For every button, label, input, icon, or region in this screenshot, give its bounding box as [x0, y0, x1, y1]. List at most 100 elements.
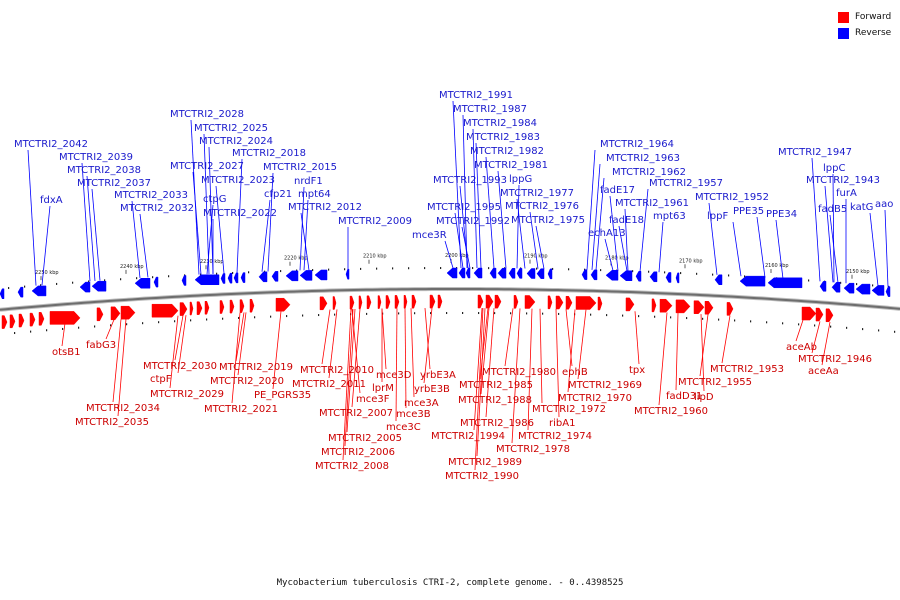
leader-line	[535, 225, 545, 269]
gene-label: MTCTRI2_2027	[170, 161, 244, 172]
leader-line	[342, 309, 352, 461]
gene-label: MTCTRI2_2020	[210, 376, 284, 387]
leader-line	[577, 309, 587, 380]
gene-label: MTCTRI2_1955	[678, 377, 752, 388]
minor-tick	[200, 273, 202, 276]
leader-line	[41, 205, 51, 286]
leader-line	[516, 184, 520, 269]
gene-label: MTCTRI2_1993	[433, 175, 507, 186]
leader-line	[604, 238, 614, 271]
forward-gene	[358, 295, 363, 310]
gene-label: MTCTRI2_1957	[649, 178, 723, 189]
gene-label: MTCTRI2_2018	[232, 148, 306, 159]
minor-tick	[696, 272, 698, 275]
minor-tick	[280, 270, 282, 273]
forward-gene	[575, 296, 597, 310]
reverse-gene	[220, 273, 226, 284]
minor-tick	[862, 328, 864, 331]
minor-tick	[424, 267, 426, 270]
minor-tick	[174, 320, 176, 323]
reverse-gene	[285, 270, 299, 282]
minor-tick	[232, 271, 234, 274]
minor-tick	[360, 267, 362, 270]
gene-label: MTCTRI2_1962	[612, 167, 686, 178]
forward-gene	[597, 296, 603, 311]
reverse-gene	[739, 275, 766, 287]
legend-forward-label: Forward	[855, 12, 892, 22]
gene-label: MTCTRI2_1990	[445, 471, 519, 482]
gene-label: fabG3	[86, 340, 116, 351]
gene-label: PE_PGRS35	[254, 390, 311, 401]
gene-label: MTCTRI2_2030	[143, 361, 217, 372]
minor-tick	[510, 312, 512, 315]
minor-tick	[334, 313, 336, 316]
leader-line	[700, 314, 705, 392]
leader-line	[708, 202, 718, 275]
gene-label: lppG	[509, 174, 532, 185]
gene-label: MTCTRI2_1964	[600, 139, 674, 150]
gene-label: MTCTRI2_1952	[695, 192, 769, 203]
reverse-gene	[536, 268, 545, 279]
forward-gene	[110, 306, 121, 321]
gene-labels: MTCTRI2_2042 fdxA MTCTRI2_2039 MTCTRI2_2038…	[14, 90, 893, 482]
legend-forward: Forward	[838, 9, 891, 25]
leader-line	[27, 149, 37, 286]
forward-gene	[1, 315, 8, 329]
minor-tick	[830, 325, 832, 328]
gene-label: MTCTRI2_1980	[482, 367, 556, 378]
leader-line	[473, 308, 483, 431]
minor-tick	[254, 316, 256, 319]
gene-label: MTCTRI2_2015	[263, 162, 337, 173]
leader-line	[215, 185, 225, 274]
minor-tick	[872, 284, 874, 287]
forward-gene	[815, 307, 824, 322]
leader-line	[504, 308, 514, 367]
gene-label: fadE18	[609, 215, 644, 226]
gene-label: yrbE3B	[414, 384, 450, 395]
minor-tick	[840, 281, 842, 284]
gene-features	[0, 267, 891, 329]
gene-label: MTCTRI2_1995	[427, 202, 501, 213]
leader-line	[203, 133, 210, 275]
leader-line	[236, 158, 243, 273]
leader-line	[395, 308, 398, 422]
minor-tick	[152, 276, 154, 279]
minor-tick	[136, 277, 138, 280]
minor-tick	[78, 326, 80, 329]
minor-tick	[478, 312, 480, 315]
forward-gene	[9, 314, 16, 329]
leader-line	[884, 209, 889, 287]
gene-label: MTCTRI2_2022	[203, 208, 277, 219]
legend-reverse-label: Reverse	[855, 28, 892, 38]
leader-line	[756, 216, 766, 278]
leader-line	[267, 172, 274, 272]
gene-label: lipD	[694, 392, 714, 403]
forward-swatch	[838, 11, 849, 23]
leader-line	[105, 319, 115, 340]
minor-tick	[286, 315, 288, 318]
minor-tick	[440, 267, 442, 270]
forward-gene	[120, 305, 136, 320]
leader-line	[476, 308, 486, 457]
forward-gene	[229, 299, 235, 314]
gene-label: fdxA	[40, 195, 63, 206]
minor-tick	[328, 268, 330, 271]
minor-tick	[472, 267, 474, 270]
reverse-gene	[819, 281, 827, 292]
forward-gene	[651, 298, 657, 313]
gene-label: MTCTRI2_2005	[328, 433, 402, 444]
forward-gene	[477, 294, 484, 309]
leader-line	[527, 308, 533, 431]
gene-label: otsB1	[52, 347, 80, 358]
forward-gene	[332, 296, 337, 310]
minor-tick	[728, 274, 730, 277]
forward-gene	[377, 295, 382, 309]
gene-label: MTCTRI2_1988	[458, 395, 532, 406]
gene-label: mpt63	[653, 211, 686, 222]
leader-line	[61, 323, 66, 347]
leader-line	[539, 308, 543, 404]
leader-line	[829, 214, 839, 283]
leader-line	[321, 309, 331, 365]
leader-line	[462, 114, 468, 269]
leader-line	[231, 312, 241, 404]
